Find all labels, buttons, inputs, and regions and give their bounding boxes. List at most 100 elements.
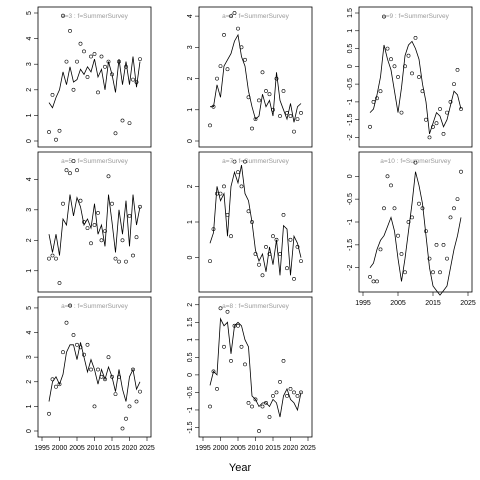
observation-point xyxy=(438,270,442,275)
y-tick-label: -1 xyxy=(347,219,354,225)
panel-title: a=8 : f=SummerSurvey xyxy=(222,303,290,310)
observation-point xyxy=(253,117,258,122)
observation-point xyxy=(274,237,279,242)
observation-point xyxy=(424,229,428,234)
observation-point xyxy=(243,362,247,367)
observation-point xyxy=(225,67,230,72)
observation-point xyxy=(292,129,296,134)
observation-point xyxy=(452,206,456,211)
observation-point xyxy=(239,344,244,349)
y-tick-label: 0.5 xyxy=(347,44,354,54)
observation-point xyxy=(113,392,118,397)
observation-point xyxy=(368,124,372,129)
fitted-series-line xyxy=(369,171,462,296)
observation-point xyxy=(208,123,212,128)
observation-point xyxy=(89,367,93,372)
observation-point xyxy=(131,77,135,82)
observation-point xyxy=(57,281,62,285)
observation-point xyxy=(134,235,139,240)
observation-point xyxy=(264,244,268,249)
y-tick-label: 1 xyxy=(187,220,194,224)
observation-point xyxy=(385,46,390,51)
observation-point xyxy=(229,14,233,19)
x-tick-label: 2005 xyxy=(230,445,246,452)
observation-point xyxy=(253,252,258,256)
observation-point xyxy=(382,206,386,211)
y-tick-label: -2 xyxy=(347,265,354,271)
observation-point xyxy=(99,374,104,379)
observation-point xyxy=(71,333,76,337)
observation-point xyxy=(459,107,463,111)
observation-point xyxy=(82,220,86,224)
observation-point xyxy=(431,124,435,129)
observation-point xyxy=(375,96,379,101)
observation-point xyxy=(134,399,139,404)
observation-point xyxy=(103,64,107,69)
observation-point xyxy=(222,33,226,37)
observation-point xyxy=(215,386,219,391)
observation-point xyxy=(299,259,303,264)
observation-point xyxy=(274,390,279,395)
y-tick-label: -0.5 xyxy=(347,78,354,90)
observation-point xyxy=(445,256,449,261)
observation-point xyxy=(299,111,303,115)
panel-title: a=7 : f=SummerSurvey xyxy=(222,158,290,165)
observation-point xyxy=(47,256,51,261)
observation-point xyxy=(222,184,226,189)
observation-point xyxy=(382,14,386,19)
observation-point xyxy=(215,76,219,81)
observation-point xyxy=(211,227,216,232)
observation-point xyxy=(99,238,104,243)
observation-point xyxy=(295,117,300,122)
observation-point xyxy=(253,397,258,402)
observation-point xyxy=(420,89,425,94)
observation-point xyxy=(399,110,404,115)
observation-point xyxy=(215,191,219,196)
observation-point xyxy=(410,215,414,220)
y-tick-label: -1.5 xyxy=(187,421,194,433)
observation-point xyxy=(267,415,272,419)
observation-point xyxy=(78,345,83,350)
observation-point xyxy=(299,390,303,395)
observation-point xyxy=(117,59,121,64)
y-tick-label: -1.5 xyxy=(347,114,354,126)
observation-point xyxy=(403,270,407,275)
y-tick-label: 2 xyxy=(26,380,33,384)
panel-title: a=10 : f=SummerSurvey xyxy=(380,158,451,165)
observation-point xyxy=(424,117,428,122)
observation-point xyxy=(378,89,383,94)
observation-point xyxy=(246,209,251,214)
observation-point xyxy=(218,191,223,196)
observation-point xyxy=(232,159,237,164)
observation-point xyxy=(413,36,418,40)
panel-title: a=9 : f=SummerSurvey xyxy=(382,13,450,20)
observation-point xyxy=(431,270,435,275)
observation-point xyxy=(368,274,372,279)
x-tick-label: 2015 xyxy=(104,445,120,452)
observation-point xyxy=(417,201,421,206)
x-tick-label: 2025 xyxy=(300,445,316,452)
y-tick-label: 2 xyxy=(26,238,33,242)
observation-point xyxy=(61,201,65,206)
x-tick-label: 2015 xyxy=(265,445,281,452)
fitted-series-line xyxy=(48,342,141,402)
y-tick-label: 5 xyxy=(26,11,33,15)
observation-point xyxy=(403,64,407,69)
observation-point xyxy=(106,59,111,64)
observation-point xyxy=(68,28,72,33)
observation-point xyxy=(420,206,425,211)
observation-point xyxy=(61,350,65,355)
panel: a=3 : f=SummerSurvey 0 1 2 3 4 5 xyxy=(26,6,152,148)
observation-point xyxy=(110,72,114,77)
observation-point xyxy=(448,215,453,220)
y-tick-label: 1 xyxy=(26,404,33,408)
x-tick-label: 2025 xyxy=(460,300,476,307)
x-tick-label: 1995 xyxy=(34,445,50,452)
observation-point xyxy=(75,342,79,347)
y-tick-label: 1.5 xyxy=(187,317,194,327)
observation-point xyxy=(396,75,400,79)
x-tick-label: 2000 xyxy=(213,445,229,452)
observation-point xyxy=(292,390,296,395)
observation-point xyxy=(103,229,107,234)
